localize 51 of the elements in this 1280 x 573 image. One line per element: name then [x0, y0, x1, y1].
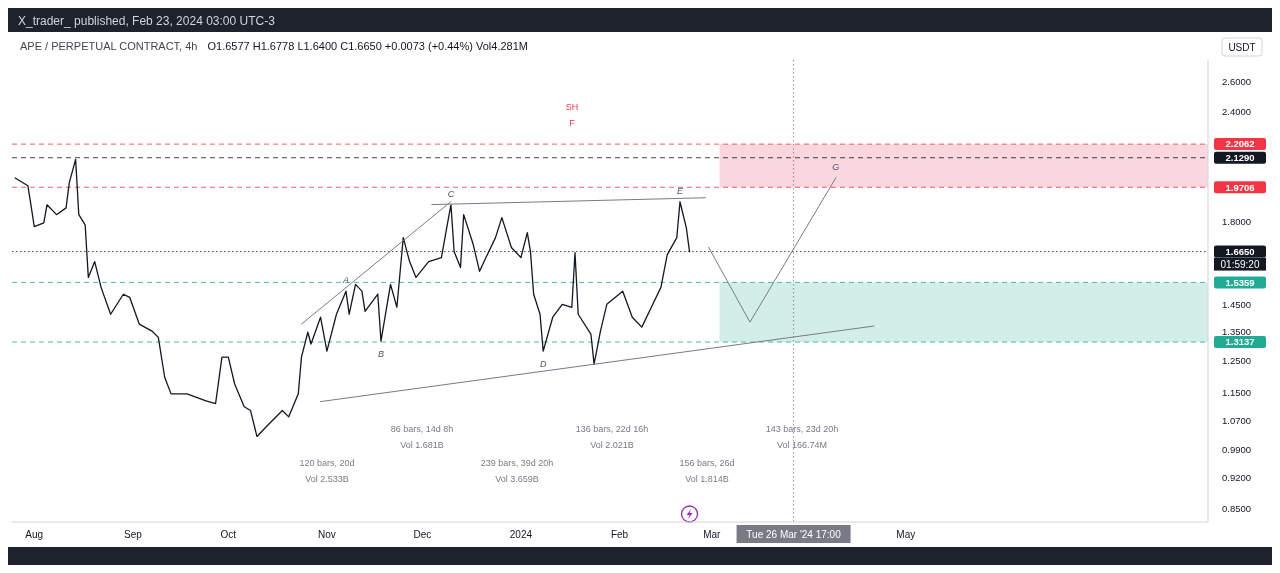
x-tick-label: Nov — [318, 529, 336, 540]
chart-subtitle: O1.6577 H1.6778 L1.6400 C1.6650 +0.0073 (+0.44%) Vol4.281M — [207, 40, 528, 52]
annotation: D — [539, 359, 547, 370]
annotation: E — [676, 185, 684, 196]
y-tick-label: 0.9200 — [1222, 472, 1252, 484]
annotation: 156 bars, 26d — [679, 458, 735, 468]
annotation: 239 bars, 39d 20h — [480, 458, 554, 468]
chart-title: APE / PERPETUAL CONTRACT, 4h — [20, 40, 198, 52]
ref-line-label: 2.1290 — [1225, 152, 1255, 164]
y-tick-label: 1.3500 — [1222, 325, 1252, 337]
ref-line-label: 1.6650 — [1225, 245, 1255, 257]
x-tick-label: May — [896, 529, 916, 540]
y-tick-label: 1.0700 — [1222, 414, 1252, 426]
y-tick-label: 0.8500 — [1222, 502, 1252, 514]
ref-line-label: Tue 26 Mar '24 17:00 — [746, 528, 842, 540]
x-tick-label: Feb — [610, 529, 629, 540]
x-tick-label: Dec — [413, 529, 432, 540]
annotation: F — [569, 118, 576, 128]
x-tick-label: 2024 — [509, 529, 533, 540]
x-tick-label: Oct — [220, 529, 237, 540]
annotation: SH — [565, 102, 579, 112]
annotation: 86 bars, 14d 8h — [390, 424, 454, 434]
y-tick-label: 2.6000 — [1222, 75, 1252, 87]
annotation: 120 bars, 20d — [299, 458, 355, 468]
annotation: Vol 3.659B — [495, 474, 539, 484]
annotation: Vol 1.814B — [685, 474, 729, 484]
annotation: B — [377, 349, 384, 360]
x-tick-label: Sep — [123, 529, 143, 540]
y-tick-label: 2.4000 — [1222, 106, 1252, 118]
text: 01:59:20 — [1220, 258, 1260, 270]
text: X_trader_ published, Feb 23, 2024 03:00 UTC-3 — [18, 14, 276, 28]
annotation: Vol 2.021B — [590, 440, 634, 450]
annotation: G — [832, 161, 840, 172]
ref-line-label: 1.3137 — [1225, 336, 1255, 348]
annotation: C — [447, 188, 455, 199]
annotation: Vol 1.681B — [400, 440, 444, 450]
annotation: 143 bars, 23d 20h — [765, 424, 839, 434]
y-tick-label: 1.1500 — [1222, 387, 1252, 399]
y-axis-title: USDT — [1228, 42, 1256, 53]
x-tick-label: Mar — [703, 529, 722, 540]
y-tick-label: 0.9900 — [1222, 444, 1252, 456]
x-tick-label: Aug — [25, 529, 44, 540]
ref-line-label: 1.5359 — [1225, 276, 1255, 288]
y-tick-label: 1.2500 — [1222, 355, 1252, 367]
ref-line-label: 1.9706 — [1225, 181, 1255, 193]
ref-line-label: 2.2062 — [1225, 138, 1255, 150]
annotation: Vol 2.533B — [305, 474, 349, 484]
y-tick-label: 1.4500 — [1222, 298, 1252, 310]
y-tick-label: 1.8000 — [1222, 216, 1252, 228]
annotation: Vol 166.74M — [776, 440, 828, 450]
annotation: 136 bars, 22d 16h — [575, 424, 649, 434]
